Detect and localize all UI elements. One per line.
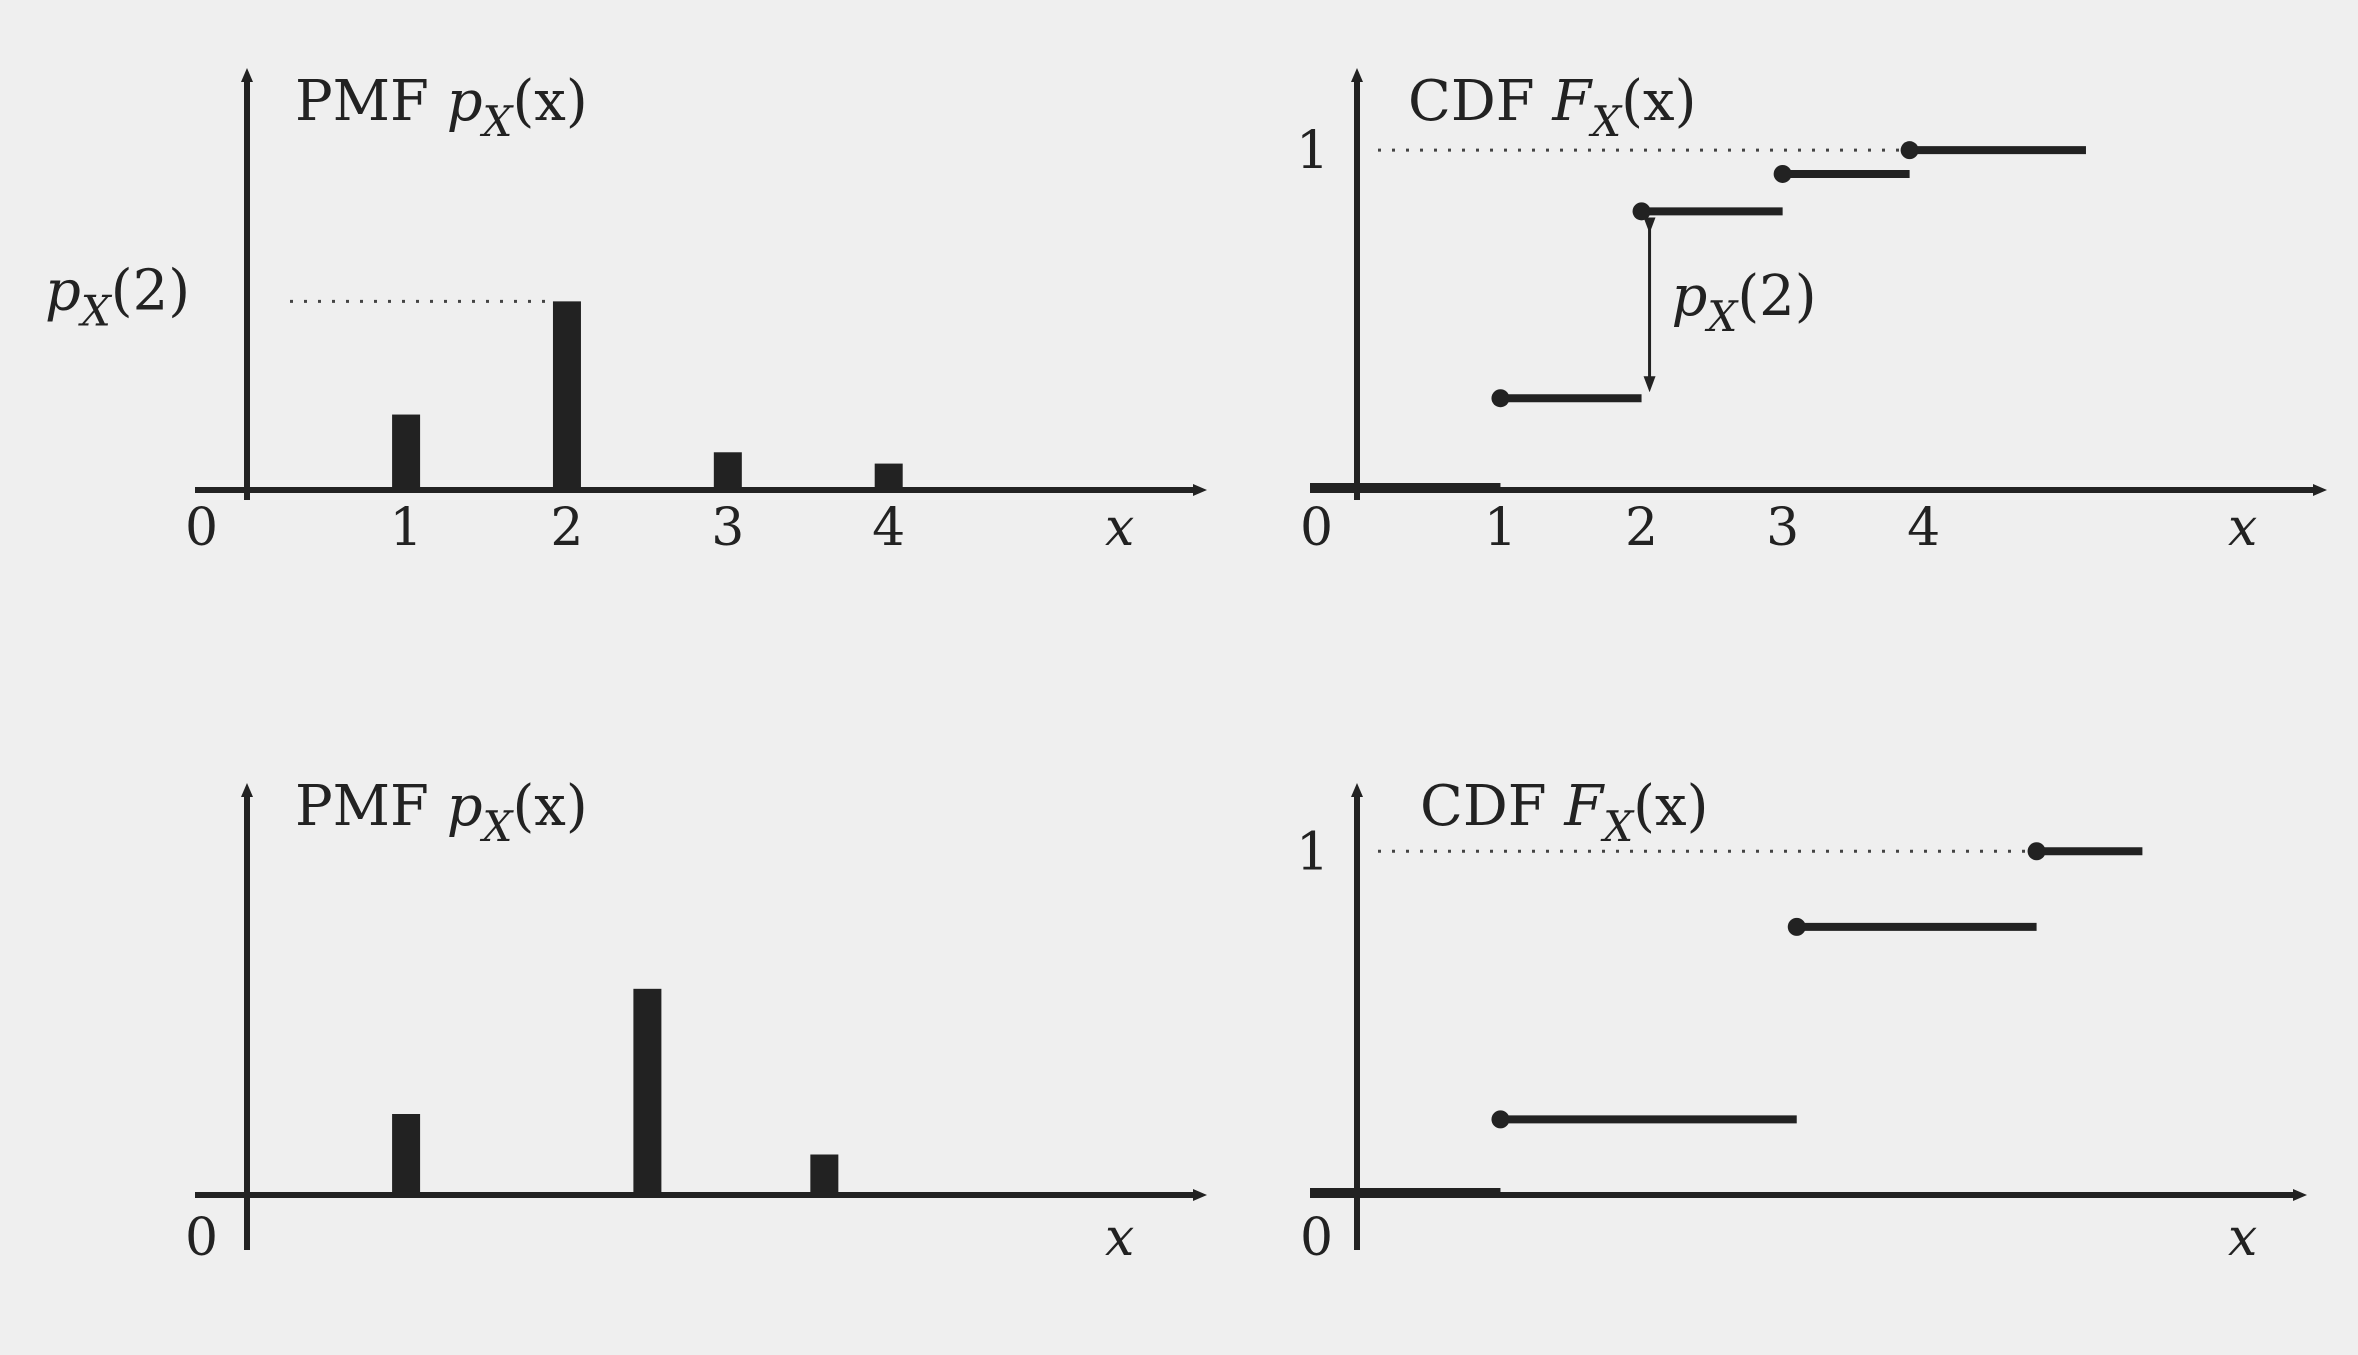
- bar-series: [392, 301, 903, 490]
- pmf-chart-top: PMF pX(x) 0 x 1 2 3 4 pX(2): [45, 68, 1207, 558]
- chart-title: CDF FX(x): [1408, 69, 1696, 146]
- cdf-step-dot: [1632, 202, 1651, 221]
- chart-title: PMF pX(x): [295, 69, 588, 146]
- cdf-steps: [1310, 141, 2086, 491]
- jump-label: pX(2): [1672, 264, 1817, 341]
- pmf-bar: [392, 1114, 421, 1195]
- x-axis-label: x: [1105, 1208, 1134, 1268]
- pmf-chart-bottom: PMF pX(x) 0 x: [185, 774, 1207, 1268]
- pmf-bar: [874, 463, 903, 490]
- cdf-chart-top: CDF FX(x) 0 x 1 2 3 4 1 pX(2): [1296, 68, 2327, 558]
- origin-label: 0: [1300, 1208, 1333, 1268]
- origin-label: 0: [1300, 498, 1333, 558]
- pmf-bar: [552, 301, 581, 490]
- bar-series: [392, 988, 839, 1195]
- pmf-bar: [633, 988, 662, 1195]
- pmf-bar: [713, 452, 742, 490]
- cdf-step-dot: [1773, 164, 1792, 183]
- cdf-step-dot: [2027, 842, 2046, 861]
- x-tick-label: 3: [711, 498, 744, 558]
- pmf-bar: [810, 1154, 839, 1195]
- x-tick-label: 1: [1484, 498, 1517, 558]
- pmf-bar: [392, 414, 421, 490]
- x-axis-label: x: [2228, 498, 2257, 558]
- x-tick-label: 1: [390, 498, 423, 558]
- y-tick-one: 1: [1296, 121, 1329, 181]
- origin-label: 0: [185, 498, 218, 558]
- x-tick-labels: 1 2 3 4: [1484, 498, 1940, 558]
- y-value-label: pX(2): [45, 258, 190, 335]
- chart-title: PMF pX(x): [295, 774, 588, 851]
- cdf-steps: [1310, 842, 2143, 1196]
- cdf-step-dot: [1787, 917, 1806, 936]
- x-tick-label: 4: [872, 498, 905, 558]
- x-axis-label: x: [2228, 1208, 2257, 1268]
- x-tick-label: 3: [1766, 498, 1799, 558]
- origin-label: 0: [185, 1208, 218, 1268]
- cdf-step-dot: [1491, 1110, 1510, 1129]
- cdf-step-dot: [1491, 389, 1510, 408]
- x-axis-label: x: [1105, 498, 1134, 558]
- y-tick-one: 1: [1296, 822, 1329, 882]
- x-tick-label: 2: [550, 498, 583, 558]
- cdf-chart-bottom: CDF FX(x) 0 x 1: [1296, 774, 2307, 1268]
- x-tick-label: 4: [1907, 498, 1940, 558]
- x-tick-labels: 1 2 3 4: [390, 498, 906, 558]
- chart-title: CDF FX(x): [1420, 774, 1708, 851]
- x-tick-label: 2: [1625, 498, 1658, 558]
- cdf-step-dot: [1900, 141, 1919, 160]
